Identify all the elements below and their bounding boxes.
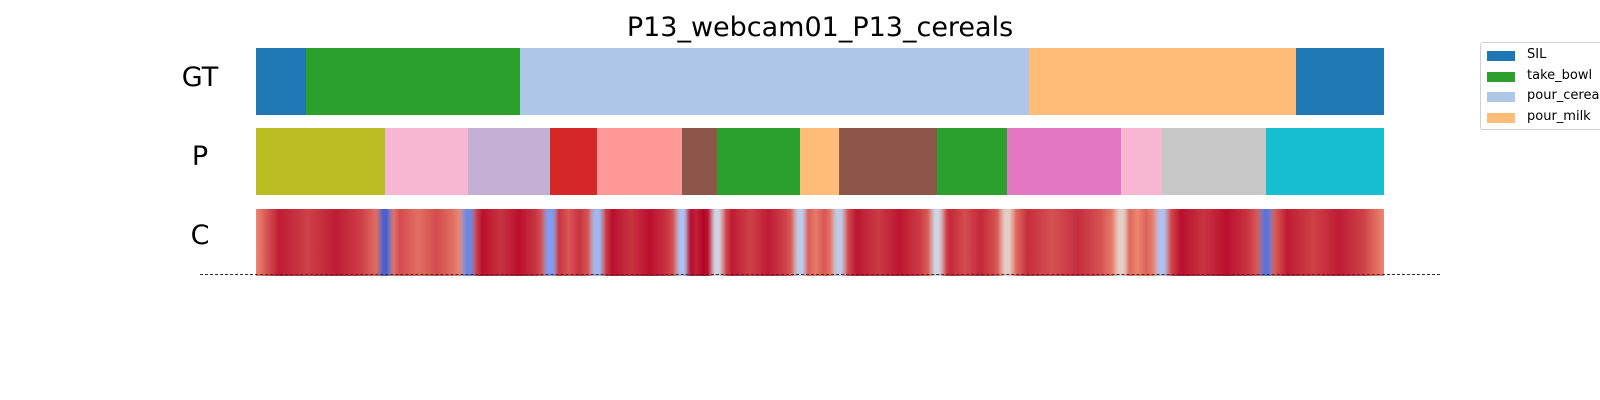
confidence-dip-10 [1112,209,1131,276]
confidence-dip-6 [790,209,809,276]
segment-p-6 [717,128,800,195]
segment-gt-2 [519,48,1029,115]
baseline-dashed-line [200,274,1440,275]
segment-p-0 [256,128,385,195]
chart-title: P13_webcam01_P13_cereals [626,12,1014,43]
segment-p-10 [1007,128,1122,195]
legend-label: SIL [1527,47,1547,62]
segment-p-1 [384,128,469,195]
confidence-dip-5 [708,209,727,276]
segment-c-13 [1265,209,1384,276]
confidence-dip-9 [998,209,1017,276]
confidence-dip-0 [375,209,394,276]
segment-c-10 [1007,209,1122,276]
segment-p-7 [799,128,840,195]
legend-label: pour_cereals [1527,88,1600,103]
confidence-dip-1 [459,209,478,276]
segment-gt-1 [305,48,520,115]
confidence-dip-11 [1152,209,1171,276]
segment-p-3 [550,128,597,195]
confidence-dip-8 [928,209,947,276]
row-label-p: P [191,141,209,172]
segment-c-8 [839,209,938,276]
legend-swatch [1487,71,1515,82]
segment-gt-3 [1028,48,1296,115]
legend-swatch [1487,92,1515,102]
confidence-dip-7 [830,209,849,276]
confidence-dip-4 [673,209,692,276]
segment-c-2 [468,209,551,276]
legend-swatch [1487,112,1515,123]
segment-p-9 [937,128,1008,195]
legend-swatch [1487,51,1515,61]
legend-label: take_bowl [1527,67,1593,83]
segment-c-4 [596,209,683,276]
row-label-gt: GT [181,62,219,93]
prediction-track [256,128,1384,195]
segment-gt-0 [256,48,306,115]
confidence-track [256,209,1384,276]
row-label-c: C [190,220,210,251]
segment-c-1 [384,209,469,276]
segment-c-9 [937,209,1008,276]
confidence-dip-12 [1256,209,1275,276]
confidence-dip-2 [541,209,560,276]
confidence-dip-3 [587,209,606,276]
segment-c-0 [256,209,385,276]
ground-truth-track [256,48,1384,115]
segment-gt-4 [1296,48,1384,115]
legend-label: pour_milk [1527,108,1591,124]
legend: SIL take_bowl pour_cereals pour_milk [1480,42,1600,130]
segment-p-11 [1121,128,1162,195]
segment-p-4 [596,128,683,195]
segment-p-5 [682,128,718,195]
segment-p-13 [1265,128,1384,195]
segment-p-8 [839,128,938,195]
segment-p-12 [1161,128,1266,195]
segment-c-6 [717,209,800,276]
segment-p-2 [468,128,551,195]
segment-c-12 [1161,209,1266,276]
